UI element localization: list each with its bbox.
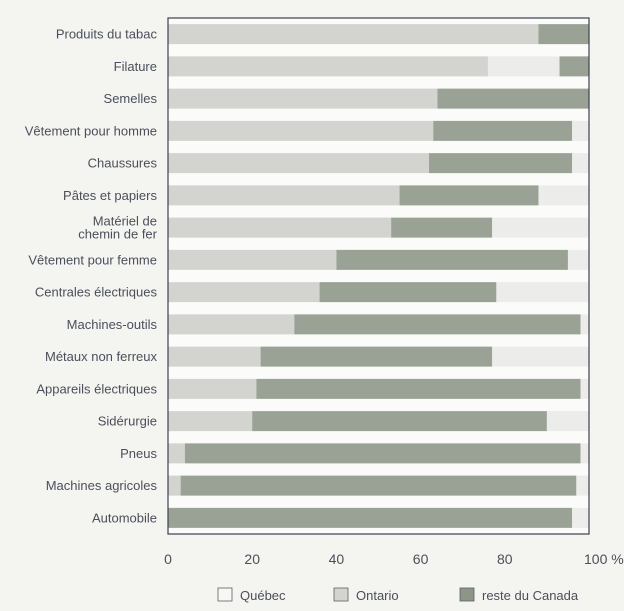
bar-segment <box>168 88 438 109</box>
bar-segment <box>546 411 589 432</box>
category-label: Produits du tabac <box>56 27 158 42</box>
bar-segment <box>496 282 589 303</box>
bar-segment <box>168 507 573 528</box>
bar-segment <box>567 249 589 270</box>
category-label: Pâtes et papiers <box>63 188 157 203</box>
bar-segment <box>319 282 497 303</box>
x-tick-label: 40 <box>329 551 345 567</box>
bar-segment <box>492 217 589 238</box>
legend-label: reste du Canada <box>482 588 579 603</box>
bar-segment <box>437 88 589 109</box>
bar-segment <box>168 314 295 335</box>
bar-segment <box>168 411 253 432</box>
category-label: Matériel de chemin de fer <box>78 214 157 242</box>
bar-segment <box>294 314 581 335</box>
category-label: Machines-outils <box>67 317 158 332</box>
bar-segment <box>168 378 257 399</box>
bar-segment <box>168 249 337 270</box>
bar-segment <box>399 185 539 206</box>
bar-segment <box>576 475 589 496</box>
category-label: Appareils électriques <box>36 381 157 396</box>
bar-segment <box>391 217 493 238</box>
bar-segment <box>168 346 261 367</box>
bar-segment <box>336 249 568 270</box>
category-label: Automobile <box>92 510 157 525</box>
bar-segment <box>184 443 581 464</box>
x-tick-label: 0 <box>164 551 172 567</box>
bar-segment <box>256 378 581 399</box>
bar-segment <box>168 443 185 464</box>
legend-label: Québec <box>240 588 286 603</box>
bar-segment <box>168 56 488 77</box>
x-tick-label: 100 % <box>584 551 624 567</box>
category-label: Chaussures <box>88 156 158 171</box>
category-label: Machines agricoles <box>46 478 158 493</box>
category-label: Métaux non ferreux <box>45 349 158 364</box>
bar-segment <box>580 378 589 399</box>
bar-segment <box>433 120 573 141</box>
category-label: Semelles <box>104 91 158 106</box>
bar-segment <box>572 507 589 528</box>
bars <box>168 18 589 534</box>
bar-segment <box>168 24 539 45</box>
bar-segment <box>492 346 589 367</box>
x-tick-label: 60 <box>413 551 429 567</box>
category-label: Centrales électriques <box>35 285 158 300</box>
bar-segment <box>168 282 320 303</box>
bar-segment <box>538 24 589 45</box>
bar-segment <box>487 56 560 77</box>
legend-swatch <box>459 587 475 602</box>
bar-segment <box>180 475 577 496</box>
legend-swatch <box>333 587 349 602</box>
bar-segment <box>572 153 589 174</box>
legend-swatch <box>217 587 233 602</box>
bar-segment <box>580 314 589 335</box>
category-label: Vêtement pour homme <box>25 123 157 138</box>
bar-segment <box>260 346 493 367</box>
bar-segment <box>168 217 392 238</box>
category-label: Vêtement pour femme <box>28 252 157 267</box>
plot-frame <box>167 17 590 535</box>
category-label: Filature <box>114 59 157 74</box>
legend: Québec Ontario reste du Canada <box>217 587 579 603</box>
bar-segment <box>168 185 400 206</box>
bar-segment <box>559 56 589 77</box>
category-label: Pneus <box>120 446 157 461</box>
bar-segment <box>168 120 434 141</box>
bar-segment <box>580 443 589 464</box>
bar-segment <box>538 185 589 206</box>
x-axis-ticks: 0 20 40 60 80 100 % <box>164 551 624 567</box>
category-label: Sidérurgie <box>98 414 157 429</box>
x-tick-label: 80 <box>497 551 513 567</box>
category-labels: Produits du tabac Filature Semelles Vêtemen… <box>25 27 158 526</box>
bar-segment <box>168 153 430 174</box>
bar-segment <box>572 120 589 141</box>
bar-segment <box>429 153 573 174</box>
bar-segment <box>168 475 181 496</box>
bar-segment <box>252 411 547 432</box>
x-tick-label: 20 <box>244 551 260 567</box>
legend-label: Ontario <box>356 588 399 603</box>
